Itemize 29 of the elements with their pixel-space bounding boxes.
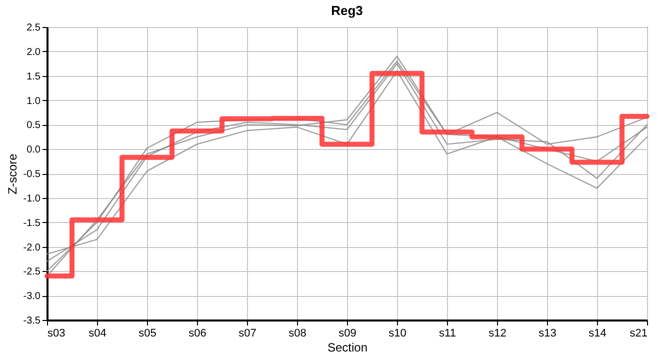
x-tick-label: s10 bbox=[388, 328, 406, 340]
x-tick-label: s13 bbox=[538, 328, 556, 340]
y-tick-label: 0.5 bbox=[26, 120, 41, 132]
y-tick-label: -2.5 bbox=[23, 266, 41, 278]
x-tick-label: s05 bbox=[138, 328, 156, 340]
x-tick-label: s14 bbox=[588, 328, 606, 340]
y-tick-label: -3.5 bbox=[23, 316, 41, 326]
x-tick-label: s11 bbox=[439, 328, 456, 340]
y-tick-label: -3.0 bbox=[23, 291, 41, 302]
x-tick-label: s21 bbox=[630, 328, 648, 340]
y-tick-label: 1.5 bbox=[26, 71, 41, 82]
x-tick-label: s04 bbox=[88, 328, 106, 340]
y-tick-label: 2.5 bbox=[26, 22, 41, 34]
y-tick-label: -1.0 bbox=[23, 193, 41, 204]
y-tick-label: 2.0 bbox=[26, 46, 41, 58]
x-tick-label: s09 bbox=[338, 328, 356, 340]
chart-title: Reg3 bbox=[331, 3, 363, 18]
x-tick-label: s12 bbox=[488, 328, 506, 340]
y-tick-label: 1.0 bbox=[26, 96, 41, 107]
y-tick-label: -2.0 bbox=[23, 242, 41, 254]
x-tick-label: s08 bbox=[288, 328, 306, 340]
x-tick-label: s03 bbox=[48, 328, 66, 340]
x-axis-title: Section bbox=[327, 340, 368, 354]
x-tick-label: s07 bbox=[238, 328, 256, 340]
y-tick-label: -0.5 bbox=[23, 169, 41, 180]
x-tick-label: s06 bbox=[188, 328, 206, 340]
y-tick-label: -1.5 bbox=[23, 218, 41, 229]
y-axis-title: Z-score bbox=[5, 153, 20, 194]
y-tick-label: 0.0 bbox=[26, 144, 41, 156]
